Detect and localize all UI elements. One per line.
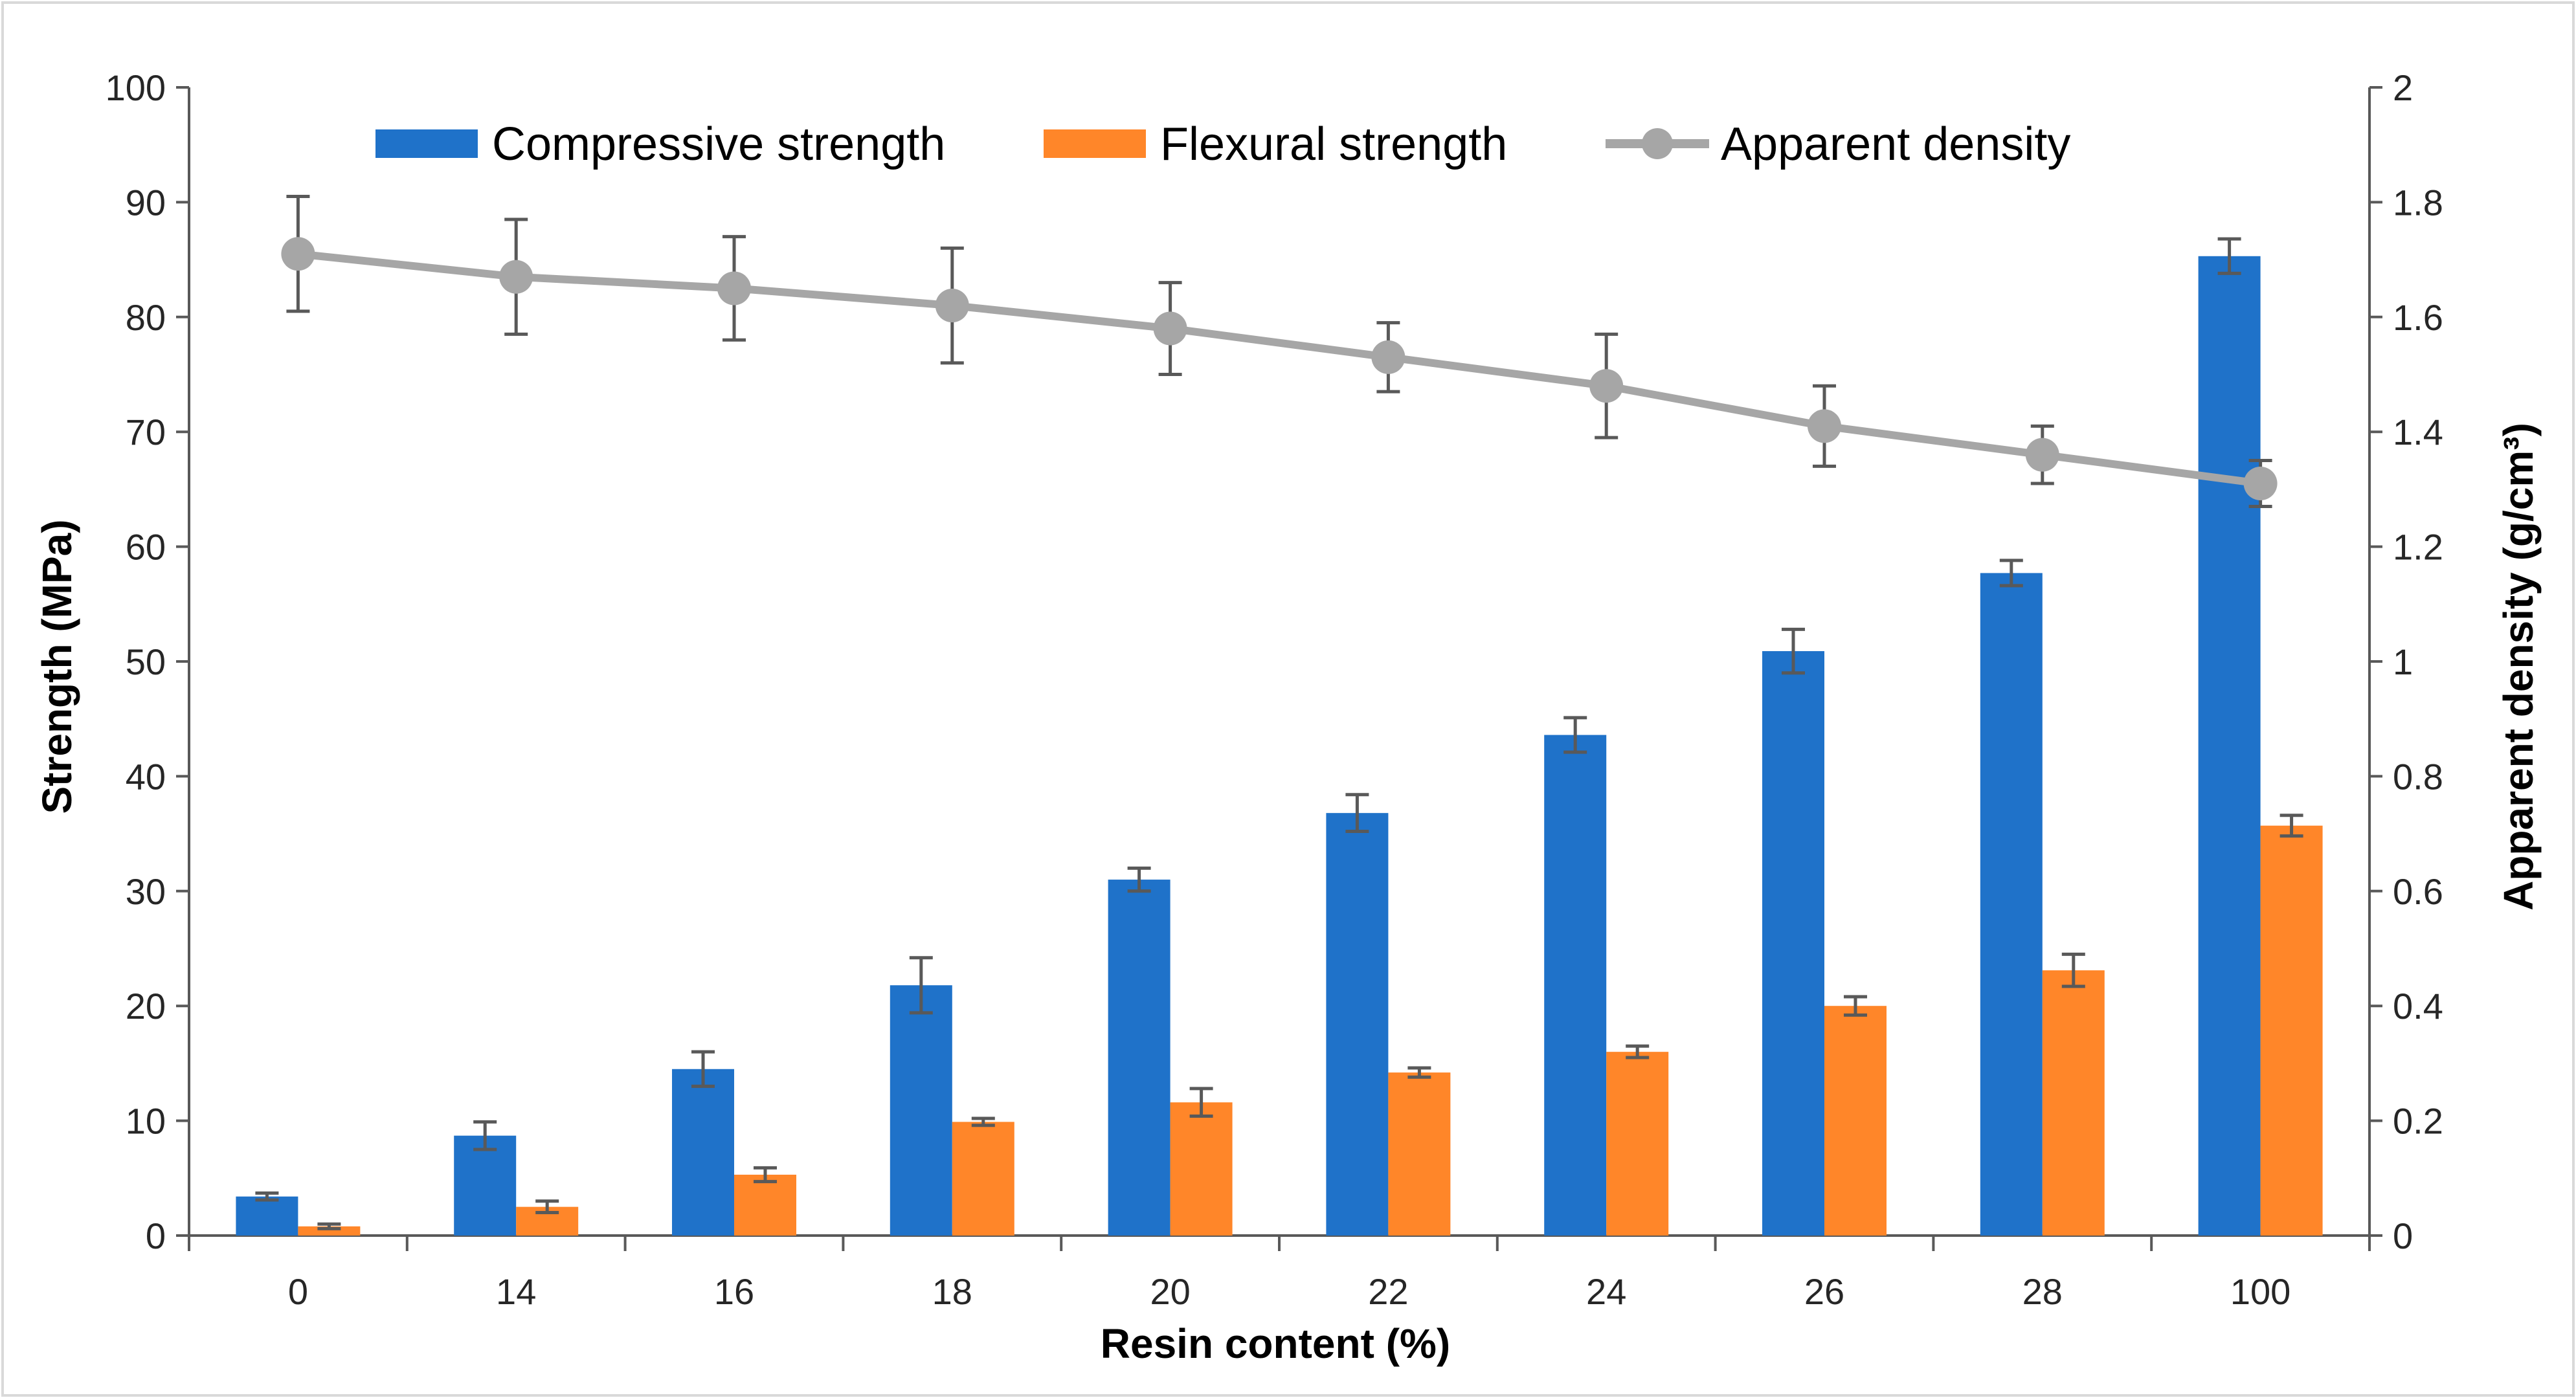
bar-flexural	[1388, 1072, 1451, 1236]
legend-label-flexural: Flexural strength	[1160, 118, 1507, 170]
legend-swatch-flexural	[1044, 129, 1146, 158]
y-tick-label: 60	[126, 527, 166, 568]
y2-tick-label: 0.2	[2393, 1101, 2443, 1142]
x-tick-label: 28	[2022, 1271, 2063, 1312]
density-marker	[1808, 409, 1841, 443]
x-tick-label: 14	[496, 1271, 536, 1312]
x-tick-label: 26	[1804, 1271, 1844, 1312]
x-tick-label: 16	[714, 1271, 754, 1312]
y2-tick-label: 1.8	[2393, 182, 2443, 223]
y2-tick-label: 0.6	[2393, 871, 2443, 912]
y2-tick-label: 1.4	[2393, 412, 2443, 452]
bar-flexural	[2260, 825, 2323, 1236]
x-tick-label: 22	[1368, 1271, 1408, 1312]
bar-compressive	[672, 1069, 734, 1236]
density-marker	[935, 289, 969, 323]
bar-flexural	[952, 1122, 1014, 1236]
y-tick-label: 0	[146, 1215, 166, 1256]
y2-tick-label: 0	[2393, 1215, 2413, 1256]
y-tick-label: 20	[126, 986, 166, 1026]
density-marker	[717, 271, 751, 305]
bar-compressive	[454, 1135, 517, 1236]
bar-flexural	[1170, 1102, 1233, 1236]
y2-tick-label: 1.6	[2393, 297, 2443, 338]
density-marker	[1371, 340, 1406, 374]
bar-compressive	[1108, 880, 1170, 1236]
x-axis-title: Resin content (%)	[1101, 1320, 1450, 1367]
bar-compressive	[890, 985, 952, 1236]
y-tick-label: 50	[126, 641, 166, 682]
density-marker	[2243, 467, 2278, 501]
density-marker	[2025, 438, 2059, 472]
y-tick-label: 10	[126, 1101, 166, 1142]
legend: Compressive strength Flexural strength A…	[375, 118, 2070, 170]
y-tick-label: 80	[126, 297, 166, 338]
density-marker	[281, 237, 315, 271]
y2-tick-label: 1.2	[2393, 527, 2443, 568]
bar-compressive	[1762, 651, 1824, 1236]
density-marker	[499, 260, 533, 294]
bars	[236, 237, 2323, 1236]
legend-swatch-compressive	[375, 129, 478, 158]
bar-compressive	[2198, 256, 2261, 1236]
axes: 010203040506070809010000.20.40.60.811.21…	[106, 67, 2443, 1312]
density-marker	[1153, 311, 1187, 346]
density-line	[297, 250, 2261, 487]
y-tick-label: 30	[126, 871, 166, 912]
bar-compressive	[1544, 735, 1607, 1236]
bar-flexural	[1606, 1052, 1669, 1236]
bar-compressive	[1326, 813, 1389, 1236]
x-tick-label: 24	[1586, 1271, 1626, 1312]
y2-axis-title: Apparent density (g/cm³)	[2495, 423, 2542, 911]
bar-flexural	[298, 1226, 361, 1236]
density-series	[281, 195, 2278, 509]
x-tick-label: 0	[288, 1271, 308, 1312]
bar-compressive	[236, 1196, 298, 1236]
legend-marker-density	[1642, 128, 1673, 159]
density-marker	[1589, 369, 1624, 403]
bar-flexural	[2042, 970, 2105, 1236]
x-tick-label: 20	[1150, 1271, 1190, 1312]
y-tick-label: 90	[126, 182, 166, 223]
bar-flexural	[734, 1174, 796, 1236]
y2-tick-label: 2	[2393, 67, 2413, 108]
x-tick-label: 18	[932, 1271, 972, 1312]
y-tick-label: 100	[106, 67, 166, 108]
y-axis-title: Strength (MPa)	[34, 519, 80, 814]
bar-flexural	[1824, 1006, 1887, 1236]
y-tick-label: 40	[126, 756, 166, 797]
y2-tick-label: 0.8	[2393, 756, 2443, 797]
legend-label-compressive: Compressive strength	[492, 118, 945, 170]
y2-tick-label: 0.4	[2393, 986, 2443, 1026]
legend-label-density: Apparent density	[1721, 118, 2070, 170]
y2-tick-label: 1	[2393, 641, 2413, 682]
y-tick-label: 70	[126, 412, 166, 452]
bar-compressive	[1980, 573, 2043, 1236]
x-tick-label: 100	[2230, 1271, 2290, 1312]
